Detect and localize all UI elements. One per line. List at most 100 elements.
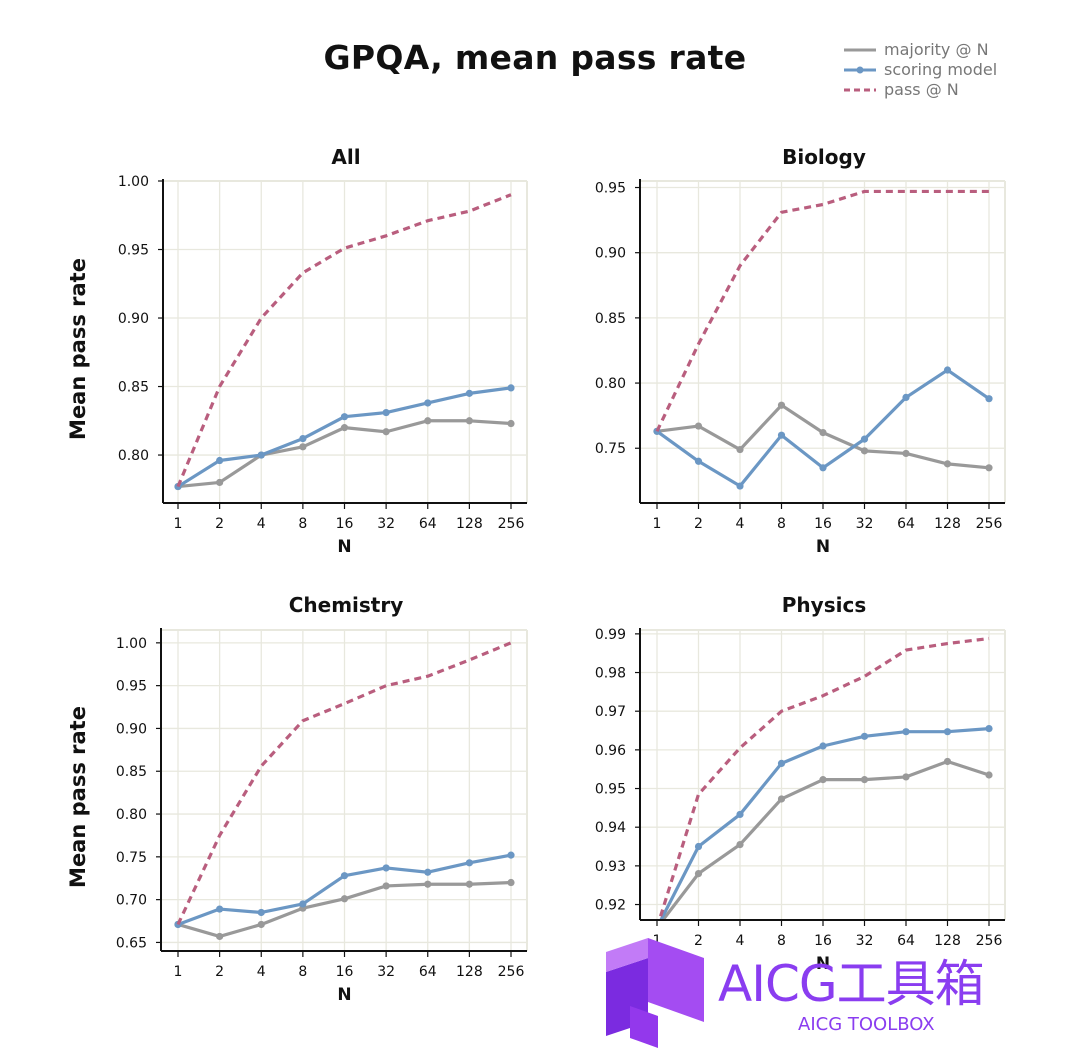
y-tick-label: 0.92 [595,898,626,914]
data-point-majority [902,449,910,458]
y-tick-label: 0.95 [116,679,147,695]
data-point-majority [902,773,910,781]
data-point-scoring-model [943,366,952,374]
data-point-majority [943,757,952,766]
y-tick-label: 0.75 [595,441,626,457]
data-point-scoring-model [819,742,827,750]
data-point-majority [382,428,390,436]
x-tick-label: 2 [694,516,703,532]
data-point-majority [340,895,349,903]
x-tick-label: 1 [653,516,662,532]
y-tick-label: 0.93 [595,859,626,875]
x-tick-label: 32 [856,516,874,532]
data-point-majority [777,401,786,409]
x-tick-label: 8 [298,516,307,532]
toolbox-logo-icon [606,938,704,1048]
y-tick-label: 0.70 [116,893,147,909]
x-tick-label: 16 [336,516,354,532]
x-tick-label: 64 [897,933,915,949]
y-tick-label: 0.80 [118,448,149,464]
x-axis-label: N [816,954,830,974]
series-line-pass [655,189,989,432]
chart-panel-physics: 0.92 0.93 0.94 0.95 0.96 0.97 0.98 0.99 1 2 4 8 16 32… [595,593,1006,974]
y-tick-label: 0.75 [116,850,147,866]
x-tick-label: 8 [298,964,307,980]
x-tick-label: 256 [976,516,1003,532]
data-point-majority [736,841,744,849]
x-tick-label: 2 [215,964,224,980]
data-point-majority [985,464,993,472]
x-axis-label: N [337,537,351,557]
x-tick-label: 2 [694,933,703,949]
data-point-majority [694,870,703,878]
data-point-majority [382,882,390,890]
y-tick-label: 0.85 [116,764,147,780]
data-point-majority [507,878,515,887]
data-point-majority [736,445,744,454]
x-tick-label: 256 [498,964,525,980]
x-tick-label: 128 [456,964,483,980]
legend-swatch-pass [844,88,876,92]
x-tick-label: 256 [976,933,1003,949]
legend-label: majority @ N [884,40,989,59]
data-point-scoring-model [257,451,265,459]
chart-panel-biology: 0.75 0.80 0.85 0.90 0.95 1 2 4 8 16 32 64 128 256 N Bio… [595,145,1006,557]
x-tick-label: 16 [814,516,832,532]
y-tick-label: 0.99 [595,627,626,643]
data-point-majority [860,447,869,455]
x-tick-label: 256 [498,516,525,532]
x-tick-label: 1 [174,964,183,980]
y-tick-label: 0.97 [595,704,626,720]
x-tick-label: 32 [377,516,395,532]
y-tick-label: 0.85 [118,380,149,396]
x-tick-label: 16 [814,933,832,949]
data-point-majority [507,419,515,428]
x-tick-label: 4 [257,516,266,532]
y-tick-label: 1.00 [118,174,149,190]
y-tick-label: 0.95 [118,243,149,259]
data-point-majority [694,422,703,430]
data-point-majority [299,443,307,451]
x-tick-label: 4 [257,964,266,980]
data-point-scoring-model [860,732,869,740]
chart-title: GPQA, mean pass rate [323,38,747,77]
x-tick-label: 8 [777,516,786,532]
x-tick-label: 1 [174,516,183,532]
legend-swatch-majority [844,48,876,52]
series-line-pass [176,193,512,488]
legend-label: pass @ N [884,80,959,99]
x-tick-label: 128 [456,516,483,532]
legend-label: scoring model [884,60,998,79]
data-point-majority [860,776,869,784]
data-point-majority [819,776,827,784]
data-point-majority [424,880,432,888]
data-point-majority [985,771,993,779]
x-tick-label: 2 [215,516,224,532]
legend-swatch-scoring-model [844,66,876,74]
y-axis-label: Mean pass rate [66,258,90,440]
data-point-scoring-model [736,482,744,490]
data-point-scoring-model [819,464,827,472]
watermark-text: AICG工具箱 [718,955,985,1013]
x-tick-label: 4 [736,516,745,532]
data-point-scoring-model [777,759,786,768]
x-tick-label: 64 [897,516,915,532]
data-point-scoring-model [299,900,307,908]
data-point-scoring-model [736,810,744,819]
data-point-scoring-model [465,389,473,397]
y-tick-label: 0.65 [116,935,147,951]
data-point-scoring-model [507,384,515,392]
data-point-majority [340,424,349,432]
watermark: AICG工具箱 AICG TOOLBOX [600,936,1060,1056]
panel-title: All [331,145,360,169]
x-tick-label: 128 [934,516,961,532]
y-tick-label: 0.95 [595,181,626,197]
series-line-pass [176,641,512,926]
y-tick-label: 0.90 [595,246,626,262]
data-point-scoring-model [299,435,307,443]
data-point-scoring-model [902,393,910,402]
panel-title: Biology [782,145,866,169]
data-point-scoring-model [507,851,515,859]
data-point-majority [465,417,473,425]
data-point-majority [465,880,473,888]
